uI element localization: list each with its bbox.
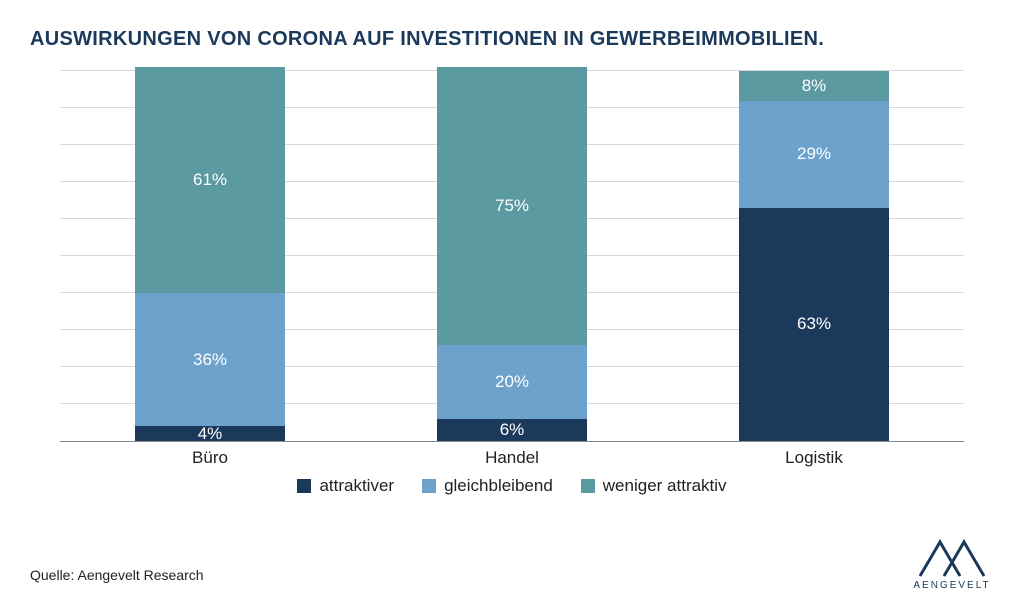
bar-segment: 36% [135,293,285,426]
chart-page: AUSWIRKUNGEN VON CORONA AUF INVESTITIONE… [0,0,1024,603]
legend-swatch [422,479,436,493]
bar-segment: 4% [135,426,285,441]
bar-column: 63%29%8% [739,71,889,441]
bar-segment: 8% [739,71,889,101]
bar-segment: 29% [739,101,889,208]
legend-label: gleichbleibend [444,476,553,496]
legend-label: weniger attraktiv [603,476,727,496]
chart-legend: attraktiver gleichbleibend weniger attrakt… [0,476,1024,498]
legend-item: weniger attraktiv [581,476,727,496]
bar-segment: 6% [437,419,587,441]
legend-swatch [581,479,595,493]
category-label: Logistik [739,448,889,468]
legend-swatch [297,479,311,493]
chart-title: AUSWIRKUNGEN VON CORONA AUF INVESTITIONE… [30,28,994,51]
chart-plot: 4%36%61%6%20%75%63%29%8% [60,72,964,442]
legend-item: gleichbleibend [422,476,553,496]
brand-logo-icon [916,538,988,578]
bar-segment: 63% [739,208,889,441]
chart-area: 4%36%61%6%20%75%63%29%8% Büro Handel Logis… [60,72,964,472]
legend-item: attraktiver [297,476,394,496]
legend-label: attraktiver [319,476,394,496]
brand-logo-text: AENGEVELT [904,580,1000,591]
bar-segment: 75% [437,67,587,345]
bar-segment: 20% [437,345,587,419]
category-label: Büro [135,448,285,468]
bar-column: 4%36%61% [135,67,285,441]
source-text: Quelle: Aengevelt Research [30,567,204,583]
category-label: Handel [437,448,587,468]
bar-segment: 61% [135,67,285,293]
bar-column: 6%20%75% [437,67,587,441]
brand-logo: AENGEVELT [904,538,1000,591]
